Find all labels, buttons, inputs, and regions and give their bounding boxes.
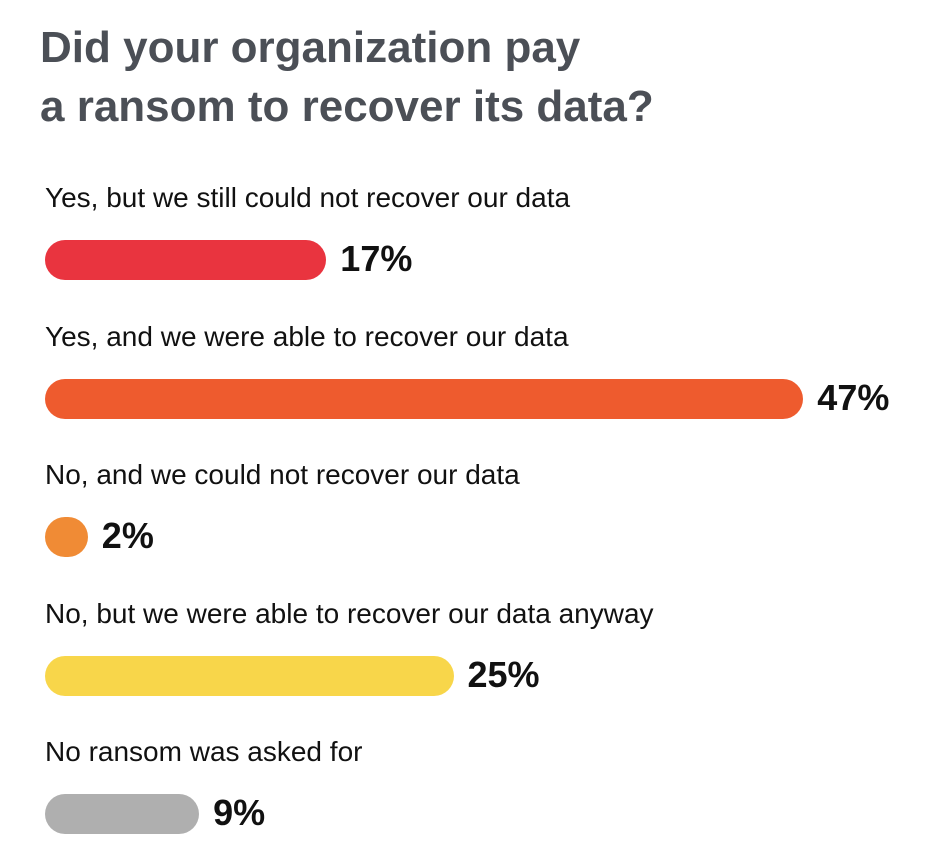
category-label: No, but we were able to recover our data… — [45, 597, 654, 629]
category-label: No, and we could not recover our data — [45, 459, 520, 490]
category-label: No ransom was asked for — [45, 736, 363, 767]
category-label: Yes, but we still could not recover our … — [45, 182, 571, 213]
value-label: 47% — [817, 376, 890, 418]
title-line-2: a ransom to recover its data? — [40, 82, 654, 131]
value-label: 2% — [101, 515, 154, 556]
value-label: 17% — [340, 238, 413, 279]
category-label: Yes, and we were able to recover our dat… — [45, 320, 569, 352]
bar — [45, 794, 200, 834]
bar — [45, 378, 804, 419]
chart-title: Did your organization pay a ransom to re… — [40, 18, 654, 136]
value-label: 9% — [213, 792, 266, 833]
bar — [45, 517, 88, 557]
bar — [45, 655, 454, 696]
value-label: 25% — [467, 653, 540, 695]
bar — [45, 240, 327, 280]
title-line-1: Did your organization pay — [40, 23, 581, 72]
